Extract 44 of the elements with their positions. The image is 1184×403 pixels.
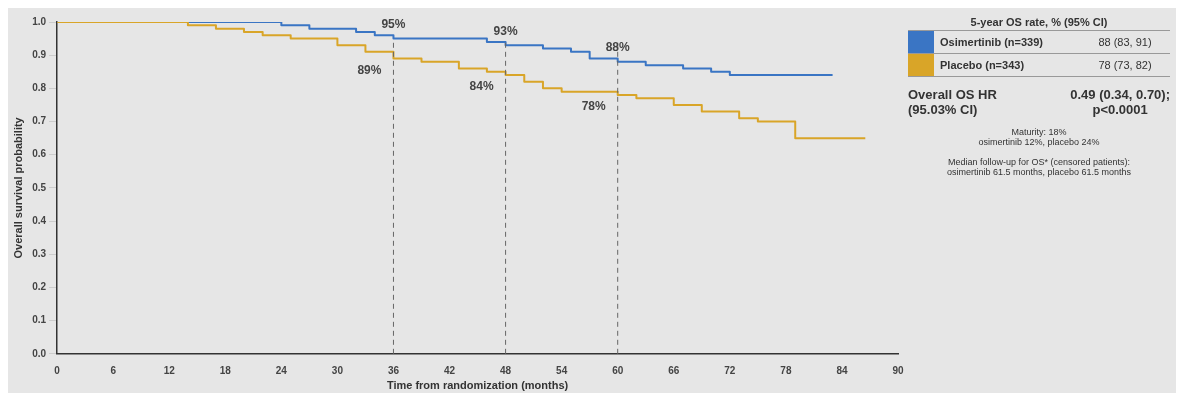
- text: Maturity: 18% osimertinib 12%, placebo 24%: [977, 127, 1101, 147]
- legend-title: 5-year OS rate, % (95% CI): [908, 16, 1170, 31]
- x-tick-label: 72: [724, 364, 736, 376]
- text: 0.49 (0.34, 0.70); p<0.0001: [1070, 87, 1170, 117]
- text: Overall OS HR (95.03% CI): [908, 87, 998, 117]
- y-axis-title: Overall survival probability: [11, 116, 24, 259]
- x-tick-label: 24: [275, 364, 288, 376]
- legend-label: Osimertinib (n=339): [939, 36, 1044, 48]
- y-tick-label: 0.3: [32, 248, 47, 260]
- x-tick-label: 12: [163, 364, 176, 376]
- y-tick-label: 0.5: [32, 181, 47, 193]
- y-tick-label: 0.6: [32, 148, 47, 160]
- x-tick-label: 30: [331, 364, 344, 376]
- x-axis-title: Time from randomization (months): [386, 379, 569, 392]
- x-tick-label: 66: [668, 364, 680, 376]
- x-tick-label: 0: [54, 364, 61, 376]
- x-tick-label: 54: [556, 364, 568, 376]
- y-tick-label: 0.8: [32, 82, 47, 94]
- annotation: 84%: [469, 79, 494, 94]
- annotation: 95%: [381, 16, 406, 31]
- annotation: 93%: [493, 23, 518, 38]
- x-tick-label: 48: [500, 364, 512, 376]
- y-tick-label: 0.7: [32, 115, 47, 127]
- x-tick-label: 36: [387, 364, 400, 376]
- x-tick-label: 78: [780, 364, 792, 376]
- annotation: 89%: [357, 62, 382, 77]
- y-tick-label: 1.0: [32, 15, 47, 27]
- y-tick-label: 0.1: [32, 314, 47, 326]
- text: 88 (83, 91): [1097, 36, 1153, 48]
- y-tick-label: 0.4: [32, 214, 47, 226]
- y-tick-label: 0.0: [32, 347, 47, 359]
- x-tick-label: 90: [892, 364, 904, 376]
- x-tick-label: 18: [219, 364, 232, 376]
- legend-label: Placebo (n=343): [939, 59, 1026, 71]
- x-tick-label: 84: [836, 364, 848, 376]
- x-tick-label: 6: [110, 364, 117, 376]
- y-tick-label: 0.2: [32, 281, 47, 293]
- x-tick-label: 60: [612, 364, 624, 376]
- text: 78 (73, 82): [1097, 59, 1153, 71]
- x-tick-label: 42: [443, 364, 456, 376]
- annotation: 78%: [581, 99, 607, 114]
- y-tick-label: 0.9: [32, 48, 47, 60]
- text: Median follow-up for OS* (censored patients): osimertinib 61.5 months, placebo 61.5 months: [945, 157, 1133, 177]
- annotation: 88%: [605, 40, 631, 55]
